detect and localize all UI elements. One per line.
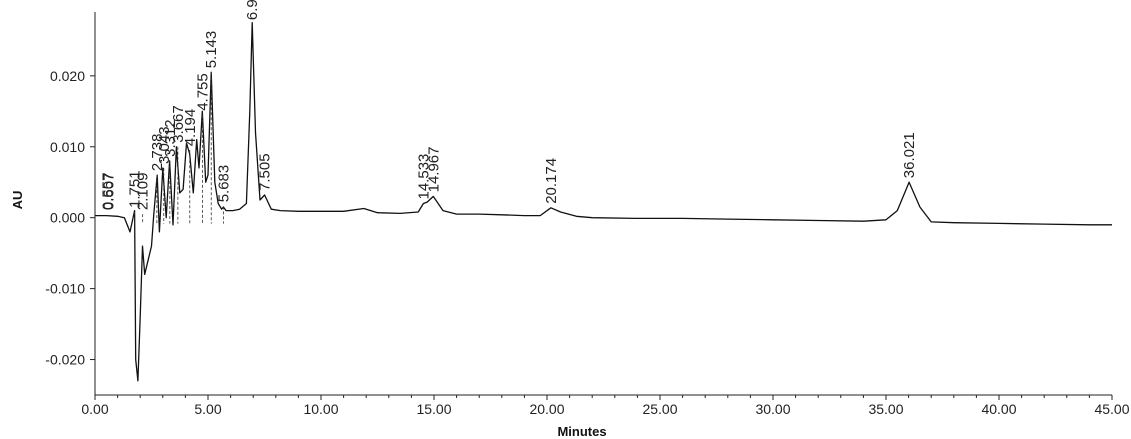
x-tick-label: 10.00	[303, 401, 338, 417]
peak-label: 14.533	[415, 154, 432, 200]
y-tick-label: -0.020	[45, 352, 85, 368]
peak-label: 5.143	[203, 31, 220, 69]
peak-label: 7.505	[257, 153, 274, 191]
peak-label: 1.751	[127, 170, 144, 208]
x-tick-label: 25.00	[642, 401, 677, 417]
peak-label: 0.557	[100, 173, 117, 211]
x-tick-label: 40.00	[981, 401, 1016, 417]
x-axis-title: Minutes	[557, 424, 606, 439]
y-axis-title: AU	[10, 191, 25, 210]
peak-label: 4.194	[182, 109, 199, 147]
x-tick-label: 45.00	[1094, 401, 1129, 417]
peak-label: 2.738	[149, 134, 166, 172]
peak-label: 5.683	[215, 165, 232, 203]
peak-label: 2.109	[135, 173, 152, 211]
y-tick-label: 0.020	[50, 68, 85, 84]
x-tick-label: 30.00	[755, 401, 790, 417]
y-axis-ticks: -0.020 -0.010 0.000 0.010 0.020	[45, 68, 95, 368]
y-tick-label: 0.000	[50, 210, 85, 226]
x-axis-ticks: 0.00 5.00 10.00 15.00 20.00 25.00 30.00 35.00 40…	[81, 395, 1130, 417]
peak-label: 6.956	[244, 0, 261, 20]
peak-label: 3.667	[170, 105, 187, 143]
y-tick-label: -0.010	[45, 281, 85, 297]
trace-line	[95, 21, 1112, 382]
x-tick-label: 5.00	[194, 401, 221, 417]
peak-label: 3.043	[156, 126, 173, 164]
x-tick-label: 15.00	[416, 401, 451, 417]
peak-label: 36.021	[901, 132, 918, 178]
peak-label: 3.312	[162, 119, 179, 157]
x-tick-label: 20.00	[529, 401, 564, 417]
x-tick-label: 0.00	[81, 401, 108, 417]
chromatogram-trace	[95, 21, 1112, 382]
peak-label: 20.174	[543, 158, 560, 204]
peak-label: 4.755	[195, 73, 212, 111]
y-tick-label: 0.010	[50, 139, 85, 155]
x-tick-label: 35.00	[868, 401, 903, 417]
peak-label: 0.607	[101, 173, 118, 211]
peak-label: 14.967	[425, 147, 442, 193]
